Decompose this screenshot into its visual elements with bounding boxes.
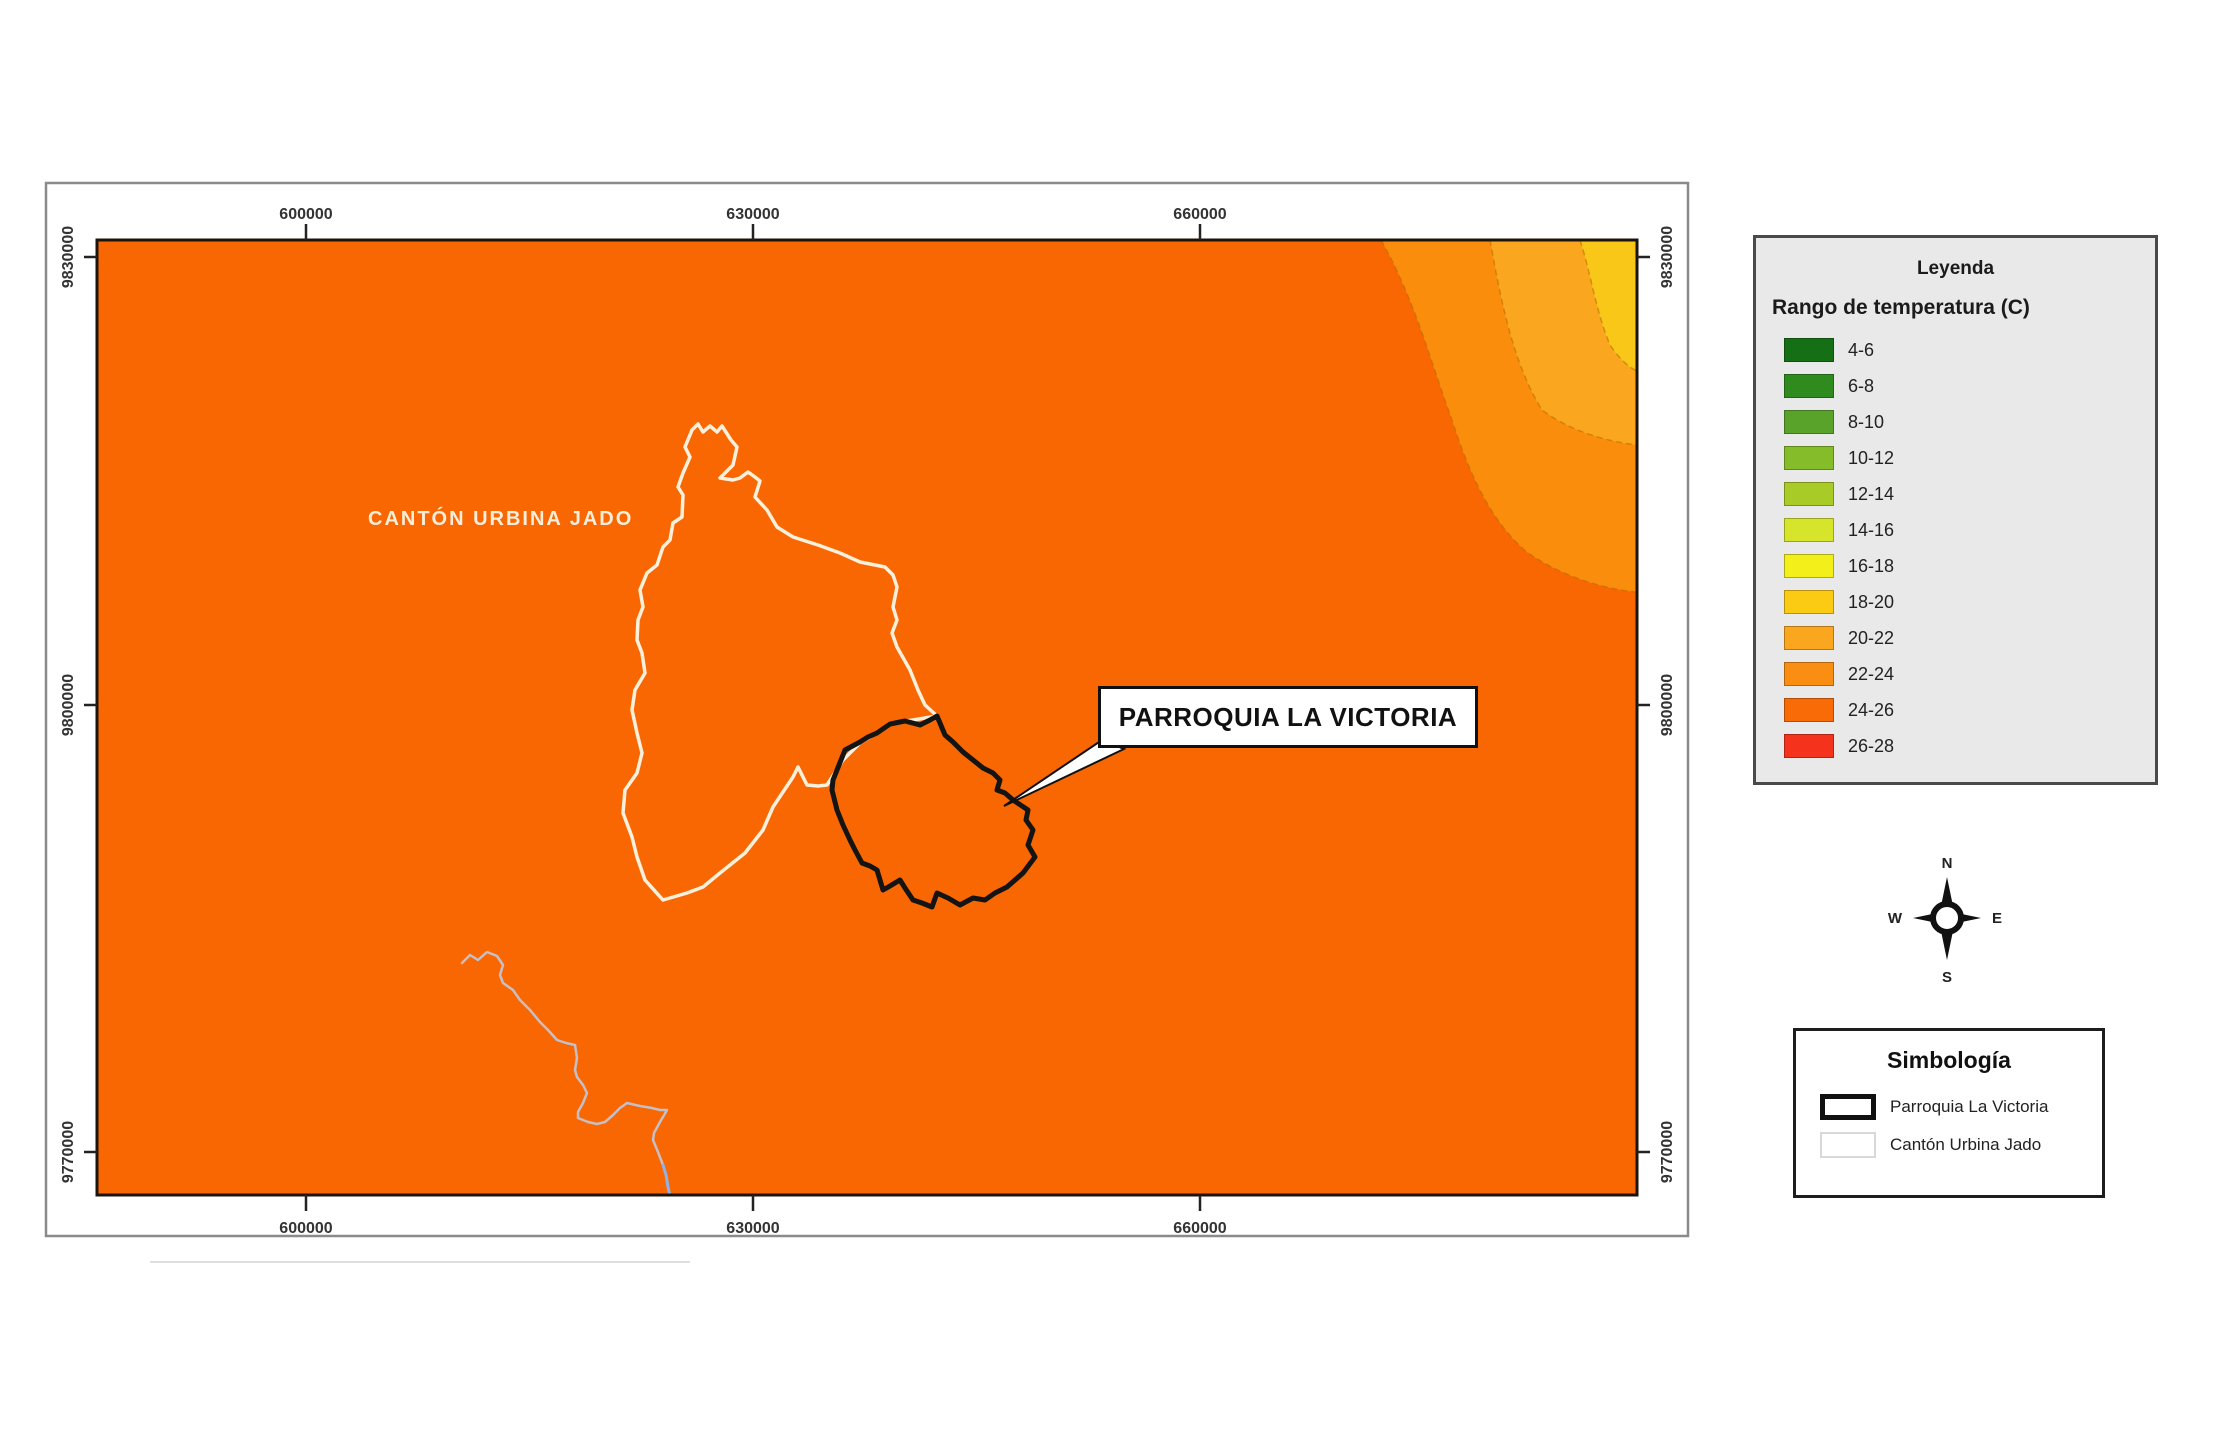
- legend-item: 16-18: [1784, 548, 2155, 584]
- legend-item: 6-8: [1784, 368, 2155, 404]
- legend-item-label: 18-20: [1848, 591, 1895, 612]
- compass-west-label: W: [1888, 910, 1903, 927]
- symbology-item: Cantón Urbina Jado: [1820, 1126, 2102, 1164]
- legend-item: 12-14: [1784, 476, 2155, 512]
- legend-item-label: 22-24: [1848, 663, 1895, 684]
- legend-item: 26-28: [1784, 728, 2155, 764]
- y-tick-label-left-9830000: 9830000: [60, 226, 77, 288]
- legend-subtitle: Rango de temperatura (C): [1772, 296, 2030, 319]
- legend-item: 18-20: [1784, 584, 2155, 620]
- symbology-item: Parroquia La Victoria: [1820, 1088, 2102, 1126]
- legend-item: 10-12: [1784, 440, 2155, 476]
- compass-rose: N E S W: [1888, 855, 2002, 986]
- parroquia-swatch-icon: [1820, 1094, 1876, 1120]
- x-tick-label-bottom-630000: 630000: [726, 1220, 779, 1237]
- map-border: [95, 238, 1639, 1197]
- legend-item-label: 24-26: [1848, 699, 1895, 720]
- legend-swatch: [1784, 554, 1834, 578]
- y-tick-label-right-9770000: 9770000: [1659, 1121, 1676, 1183]
- contour-line-20: [1579, 240, 1637, 372]
- temperature-band-18-20: [1580, 240, 1637, 371]
- legend-item-label: 16-18: [1848, 555, 1895, 576]
- legend-swatch: [1784, 698, 1834, 722]
- legend-swatch: [1784, 482, 1834, 506]
- legend-item-label: 10-12: [1848, 447, 1895, 468]
- compass-south-arrow-icon: [1941, 931, 1953, 960]
- legend-title: Leyenda: [1916, 258, 1995, 279]
- x-tick-label-bottom-600000: 600000: [279, 1220, 332, 1237]
- y-tick-label-left-9800000: 9800000: [60, 674, 77, 736]
- x-tick-label-top-600000: 600000: [279, 206, 332, 223]
- legend-item-label: 12-14: [1848, 483, 1895, 504]
- legend-box: Leyenda Rango de temperatura (C) 4-6 6-8 8…: [1753, 235, 2158, 785]
- legend-item: 8-10: [1784, 404, 2155, 440]
- symbology-item-label: Cantón Urbina Jado: [1890, 1135, 2042, 1154]
- legend-item-label: 4-6: [1848, 339, 1875, 360]
- compass-north-label: N: [1942, 855, 1953, 872]
- x-tick-label-top-660000: 660000: [1173, 206, 1226, 223]
- compass-south-label: S: [1942, 969, 1952, 986]
- legend-swatch: [1784, 446, 1834, 470]
- legend-item: 22-24: [1784, 656, 2155, 692]
- legend-swatch: [1784, 410, 1834, 434]
- river-line: [460, 950, 669, 1167]
- legend-item-label: 6-8: [1848, 375, 1875, 396]
- legend-swatch: [1784, 590, 1834, 614]
- x-tick-label-bottom-660000: 660000: [1173, 1220, 1226, 1237]
- canton-label: CANTÓN URBINA JADO: [368, 506, 633, 530]
- symbology-item-label: Parroquia La Victoria: [1890, 1097, 2049, 1116]
- symbology-title: Simbología: [1887, 1047, 2011, 1073]
- compass-circle-icon: [1930, 901, 1964, 935]
- legend-item-label: 8-10: [1848, 411, 1885, 432]
- y-tick-label-left-9770000: 9770000: [60, 1121, 77, 1183]
- legend-swatch: [1784, 338, 1834, 362]
- legend-swatch: [1784, 662, 1834, 686]
- legend-swatch: [1784, 374, 1834, 398]
- x-tick-label-top-630000: 630000: [726, 206, 779, 223]
- legend-item: 20-22: [1784, 620, 2155, 656]
- legend-item: 24-26: [1784, 692, 2155, 728]
- parroquia-boundary: [829, 713, 1038, 910]
- legend-swatch: [1784, 626, 1834, 650]
- compass-east-label: E: [1992, 910, 2002, 927]
- callout-box: PARROQUIA LA VICTORIA: [1098, 686, 1478, 748]
- callout-label: PARROQUIA LA VICTORIA: [1118, 701, 1458, 732]
- y-tick-label-right-9800000: 9800000: [1659, 674, 1676, 736]
- legend-item: 14-16: [1784, 512, 2155, 548]
- legend-swatch: [1784, 518, 1834, 542]
- legend-swatch: [1784, 734, 1834, 758]
- river-line-tail: [661, 1163, 672, 1195]
- contour-line-24: [1380, 240, 1637, 593]
- legend-item-label: 20-22: [1848, 627, 1895, 648]
- legend-item: 4-6: [1784, 332, 2155, 368]
- symbology-box: Simbología Parroquia La Victoria Cantón …: [1793, 1028, 2105, 1198]
- canton-boundary: [621, 422, 939, 902]
- compass-north-arrow-icon: [1941, 877, 1953, 906]
- y-tick-label-right-9830000: 9830000: [1659, 226, 1676, 288]
- canton-swatch-icon: [1820, 1132, 1876, 1158]
- legend-item-label: 26-28: [1848, 735, 1895, 756]
- legend-item-label: 14-16: [1848, 519, 1895, 540]
- legend-items: 4-6 6-8 8-10 10-12 12-14 14-16 16-18 18-20 20-22…: [1784, 332, 2155, 764]
- symbology-rows: Parroquia La Victoria Cantón Urbina Jado: [1820, 1088, 2102, 1164]
- contour-line-22: [1489, 240, 1637, 446]
